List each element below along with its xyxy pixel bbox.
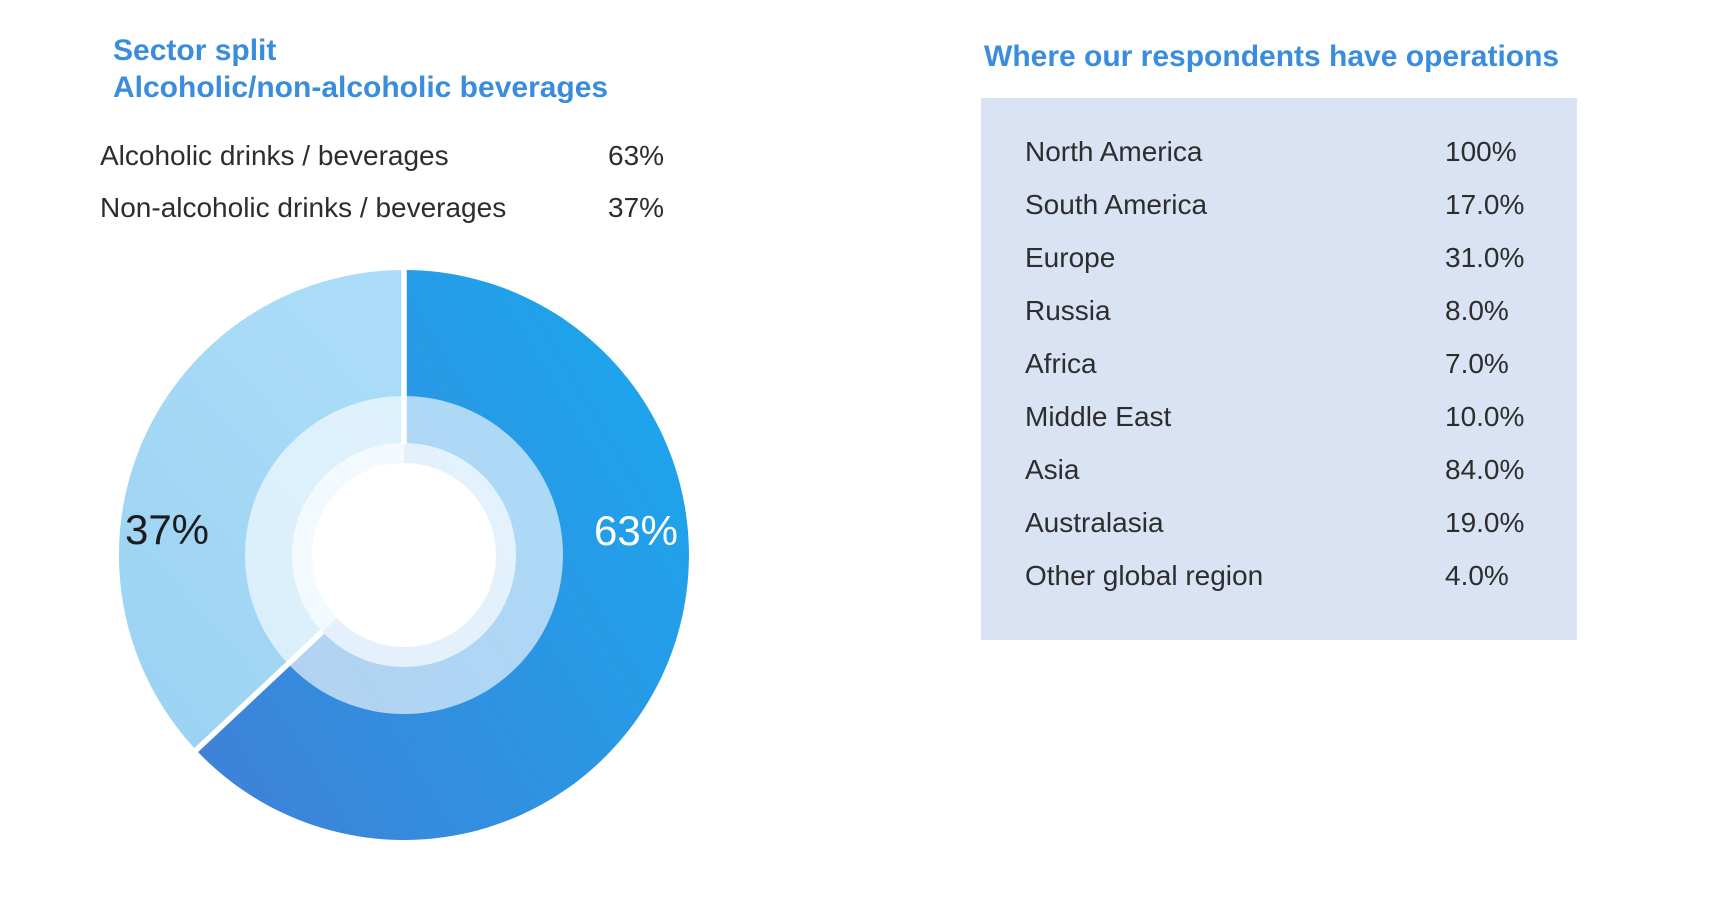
table-row: Asia 84.0%	[981, 443, 1577, 496]
region-label: Middle East	[1025, 401, 1172, 432]
region-value: 19.0%	[1445, 507, 1525, 538]
table-row: Australasia 19.0%	[981, 496, 1577, 549]
region-label: Asia	[1025, 454, 1080, 485]
legend-label-alcoholic: Alcoholic drinks / beverages	[100, 140, 449, 171]
slice-divider-bottom-left	[192, 629, 325, 754]
donut-label-63: 63%	[593, 507, 679, 554]
table-row: South America 17.0%	[981, 178, 1577, 231]
region-value: 10.0%	[1445, 401, 1525, 432]
donut-hole	[312, 463, 496, 647]
region-value: 31.0%	[1445, 242, 1525, 273]
region-label: North America	[1025, 136, 1203, 167]
donut-chart-svg	[118, 268, 689, 840]
table-row: Africa 7.0%	[981, 337, 1577, 390]
sector-split-legend: Alcoholic drinks / beverages 63% Non-alc…	[100, 130, 720, 234]
table-row: North America 100%	[981, 125, 1577, 178]
region-label: Russia	[1025, 295, 1111, 326]
region-value: 7.0%	[1445, 348, 1509, 379]
table-row: Other global region 4.0%	[981, 549, 1577, 602]
region-value: 4.0%	[1445, 560, 1509, 591]
operations-title: Where our respondents have operations	[984, 40, 1560, 73]
region-label: South America	[1025, 189, 1208, 220]
operations-panel: North America 100% South America 17.0% E…	[981, 98, 1577, 640]
sector-split-title-line2: Alcoholic/non-alcoholic beverages	[113, 71, 609, 104]
region-value: 84.0%	[1445, 454, 1525, 485]
legend-row-non-alcoholic: Non-alcoholic drinks / beverages 37%	[100, 182, 720, 234]
sector-split-title-line1: Sector split	[113, 34, 277, 67]
sector-split-title: Sector split Alcoholic/non-alcoholic bev…	[113, 32, 608, 106]
region-value: 8.0%	[1445, 295, 1509, 326]
region-label: Europe	[1025, 242, 1116, 273]
region-label: Australasia	[1025, 507, 1164, 538]
table-row: Russia 8.0%	[981, 284, 1577, 337]
region-label: Other global region	[1025, 560, 1264, 591]
region-value: 100%	[1445, 136, 1517, 167]
region-value: 17.0%	[1445, 189, 1525, 220]
table-row: Europe 31.0%	[981, 231, 1577, 284]
donut-label-37: 37%	[124, 506, 210, 553]
legend-value-alcoholic: 63%	[608, 140, 665, 171]
legend-value-non-alcoholic: 37%	[608, 192, 665, 223]
region-label: Africa	[1025, 348, 1097, 379]
table-row: Middle East 10.0%	[981, 390, 1577, 443]
donut-chart: 37% 63%	[117, 268, 691, 842]
legend-row-alcoholic: Alcoholic drinks / beverages 63%	[100, 130, 720, 182]
legend-label-non-alcoholic: Non-alcoholic drinks / beverages	[100, 192, 507, 223]
